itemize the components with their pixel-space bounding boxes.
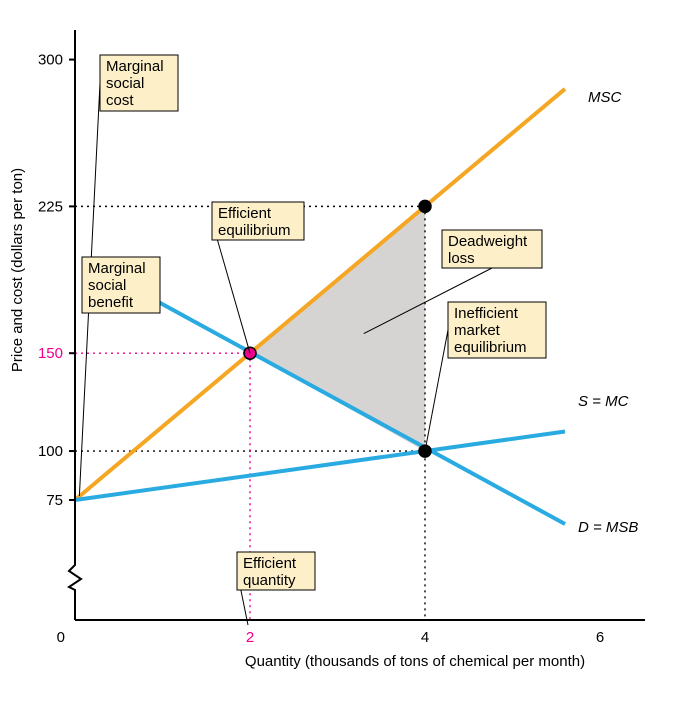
annotation-text: Marginal bbox=[88, 260, 146, 277]
annotation-text: Deadweight bbox=[448, 233, 528, 250]
x-axis-label: Quantity (thousands of tons of chemical … bbox=[245, 653, 585, 670]
y-tick-label: 150 bbox=[38, 345, 63, 362]
annotation-text: social bbox=[106, 75, 144, 92]
y-axis-label: Price and cost (dollars per ton) bbox=[9, 168, 26, 372]
s-mc-label: S = MC bbox=[578, 393, 629, 410]
x-tick-label: 0 bbox=[57, 629, 65, 646]
externality-chart: 0246 75100150225300 MarginalsocialcostEf… bbox=[0, 0, 684, 710]
annotation-text: benefit bbox=[88, 294, 134, 311]
annotation-text: cost bbox=[106, 92, 134, 109]
annotation-leader bbox=[425, 330, 448, 451]
x-axis-tick-labels: 0 2 4 6 bbox=[57, 629, 605, 646]
y-axis-tick-labels: 75 100 150 225 300 bbox=[38, 52, 63, 509]
annotation-text: social bbox=[88, 277, 126, 294]
annotation-text: Inefficient bbox=[454, 305, 519, 322]
annotation-marginal-social-benefit: Marginalsocialbenefit bbox=[82, 257, 160, 313]
y-tick-label: 100 bbox=[38, 443, 63, 460]
y-tick-label: 300 bbox=[38, 52, 63, 69]
x-tick-label: 4 bbox=[421, 629, 429, 646]
d-msb-label: D = MSB bbox=[578, 519, 638, 536]
msc-label: MSC bbox=[588, 89, 622, 106]
annotation-text: Efficient bbox=[218, 205, 272, 222]
y-tick-label: 75 bbox=[46, 492, 63, 509]
y-tick-label: 225 bbox=[38, 198, 63, 215]
x-tick-label: 2 bbox=[246, 629, 254, 646]
x-tick-label: 6 bbox=[596, 629, 604, 646]
annotation-text: equilibrium bbox=[218, 222, 291, 239]
annotation-text: Efficient bbox=[243, 555, 297, 572]
point-msc-at-4 bbox=[419, 200, 431, 212]
annotation-efficient-quantity: Efficientquantity bbox=[237, 552, 315, 625]
supply-mc-curve bbox=[75, 431, 565, 500]
annotation-text: loss bbox=[448, 250, 475, 267]
annotation-text: equilibrium bbox=[454, 339, 527, 356]
annotation-text: quantity bbox=[243, 572, 296, 589]
annotation-text: market bbox=[454, 322, 501, 339]
y-axis bbox=[69, 30, 81, 620]
annotation-inefficient-equilibrium: Inefficientmarketequilibrium bbox=[425, 302, 546, 451]
annotation-text: Marginal bbox=[106, 58, 164, 75]
